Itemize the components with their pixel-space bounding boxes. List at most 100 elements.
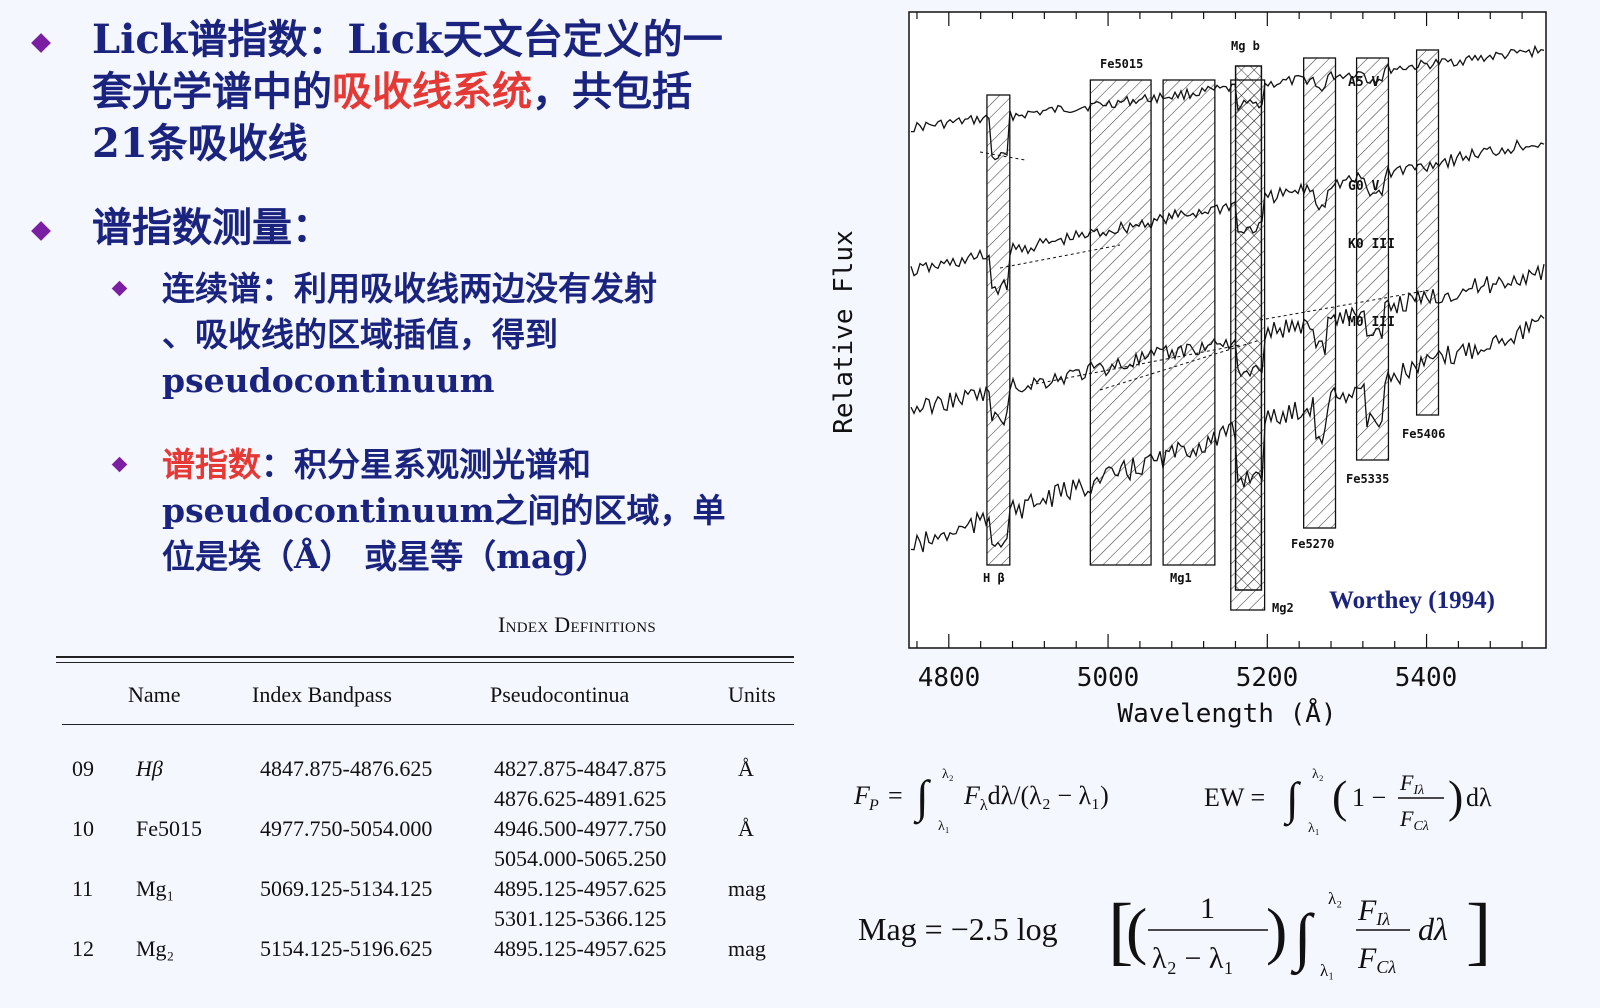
table-cell: Fe5015	[136, 816, 202, 841]
svg-text:EW =: EW =	[1204, 783, 1265, 812]
band-label: Mg2	[1272, 601, 1294, 615]
band-labels: H β Fe5015 Mg1 Mg b Mg2 Fe5270 Fe5335 Fe5406	[983, 39, 1445, 615]
pseudocontinuum-lines	[979, 151, 1431, 391]
index-band	[1230, 79, 1266, 611]
svg-text:dλ: dλ	[1466, 783, 1492, 812]
svg-text:FIλ: FIλ	[1357, 894, 1390, 929]
credit-label: Worthey (1994)	[1329, 587, 1495, 614]
bullet-text: pseudocontinuum之间的区域，单	[162, 491, 726, 530]
pseudocontinuum-line	[1099, 339, 1261, 391]
series-label: M0 III	[1348, 315, 1395, 330]
band-label: Fe5270	[1291, 537, 1334, 551]
svg-text:λ₁: λ₁	[1320, 961, 1334, 980]
table-cell: 4895.125-4957.625	[494, 876, 667, 901]
column-header: Name	[128, 682, 181, 707]
svg-text:1: 1	[1200, 892, 1215, 925]
series-label: A5 V	[1348, 75, 1379, 90]
x-tick-label: 5200	[1236, 663, 1299, 693]
bullet-text: 位是埃（Å） 或星等（mag）	[162, 537, 609, 576]
bullet-text: Lick谱指数：Lick天文台定义的一	[92, 16, 723, 63]
table-cell: 11	[72, 876, 94, 901]
svg-text:=: =	[888, 781, 903, 810]
svg-text:∫: ∫	[913, 771, 931, 825]
table-cell: 4827.875-4847.875	[494, 756, 667, 781]
highlight-text: 吸收线系统	[332, 68, 532, 115]
svg-text:λ₂ − λ₁: λ₂ − λ₁	[1152, 942, 1234, 975]
pseudocontinuum-line	[979, 151, 1026, 161]
bullet-text: ，共包括	[532, 68, 692, 115]
svg-text:λ₂: λ₂	[1328, 889, 1342, 908]
column-header: Units	[728, 682, 776, 707]
table-cell: 12	[72, 936, 94, 961]
table-cell: mag	[728, 936, 766, 961]
svg-text:]: ]	[1466, 889, 1491, 973]
table-cell: 4847.875-4876.625	[260, 756, 433, 781]
equation-fp-graphic: F P = ∫ λ₂ λ₁ Fλdλ/(λ₂ − λ₁)	[854, 768, 1109, 834]
svg-text:∫: ∫	[1283, 773, 1301, 827]
svg-text:Mag = −2.5 log: Mag = −2.5 log	[858, 911, 1058, 947]
table-cell: 5301.125-5366.125	[494, 906, 667, 931]
index-band	[1355, 57, 1390, 461]
bullet-list: Lick谱指数：Lick天文台定义的一 套光学谱中的吸收线系统，共包括 21条吸…	[30, 10, 810, 580]
svg-text:λ₁: λ₁	[938, 819, 950, 834]
band-label: Fe5406	[1402, 427, 1445, 441]
svg-text:Fλdλ/(λ₂ − λ₁): Fλdλ/(λ₂ − λ₁)	[963, 781, 1109, 814]
pseudocontinuum-line	[999, 244, 1121, 269]
bullet-text: 谱指数测量：	[92, 204, 332, 251]
table-cell: 4895.125-4957.625	[494, 936, 667, 961]
series-label: G0 V	[1348, 179, 1379, 194]
table-cell: 10	[72, 816, 94, 841]
pseudocontinuum-line	[1259, 289, 1431, 321]
bullet-text: 、吸收线的区域插值，得到	[162, 315, 558, 354]
x-axis-label: Wavelength (Å)	[1117, 697, 1336, 729]
x-tick-label: 5000	[1077, 663, 1140, 693]
table-cell: 09	[72, 756, 94, 781]
table-cell: 4977.750-5054.000	[260, 816, 433, 841]
band-label: Fe5335	[1346, 472, 1389, 486]
table-cell: 5154.125-5196.625	[260, 936, 433, 961]
sub-bullet-index: 谱指数：积分星系观测光谱和 pseudocontinuum之间的区域，单 位是埃…	[30, 442, 810, 580]
svg-text:λ₂: λ₂	[942, 768, 954, 782]
table-cell: 5069.125-5134.125	[260, 876, 433, 901]
index-bands	[986, 49, 1440, 611]
index-band	[1089, 79, 1152, 566]
sub-bullet-continuum: 连续谱：利用吸收线两边没有发射 、吸收线的区域插值，得到 pseudoconti…	[30, 266, 810, 404]
bullet-text: ：积分星系观测光谱和	[261, 445, 591, 484]
svg-text:FIλ: FIλ	[1399, 770, 1424, 798]
axis-ticks	[916, 12, 1523, 648]
table-cell: Hβ	[136, 756, 163, 781]
svg-text:): )	[1266, 895, 1287, 966]
svg-text:1 −: 1 −	[1352, 783, 1386, 812]
table-cell: Mg₁	[136, 876, 175, 901]
svg-text:(: (	[1332, 771, 1347, 822]
band-label: H β	[983, 571, 1005, 585]
table-cell: Å	[738, 756, 754, 781]
svg-text:[: [	[1108, 889, 1133, 973]
band-label: Mg1	[1170, 571, 1192, 585]
svg-text:FCλ: FCλ	[1399, 806, 1429, 834]
svg-text:): )	[1448, 771, 1463, 822]
highlight-text: 谱指数	[162, 445, 261, 484]
table-cell: Å	[738, 816, 754, 841]
svg-text:λ₁: λ₁	[1308, 821, 1320, 836]
bullet-lick-definition: Lick谱指数：Lick天文台定义的一 套光学谱中的吸收线系统，共包括 21条吸…	[30, 14, 810, 170]
table-cell: Mg₂	[136, 936, 175, 961]
table-cell: 4876.625-4891.625	[494, 786, 667, 811]
bullet-text: 连续谱：利用吸收线两边没有发射	[162, 269, 657, 308]
svg-text:∫: ∫	[1290, 901, 1315, 976]
table-rule	[56, 656, 794, 658]
column-header: Pseudocontinua	[490, 682, 630, 707]
index-band	[1162, 79, 1216, 566]
plot-frame	[908, 11, 1547, 649]
svg-text:(: (	[1126, 895, 1147, 966]
x-tick-label: 5400	[1395, 663, 1458, 693]
x-tick-label: 4800	[918, 663, 981, 693]
index-band	[1415, 49, 1440, 416]
table-title: Index Definitions	[498, 612, 656, 637]
table-rule	[62, 724, 794, 725]
y-axis-label: Relative Flux	[829, 230, 859, 434]
band-label: Mg b	[1231, 39, 1260, 53]
bullet-measurement: 谱指数测量：	[30, 202, 810, 254]
equation-ew-graphic: EW = ∫ λ₂ λ₁ ( 1 − FIλ FCλ ) dλ	[1204, 767, 1492, 836]
